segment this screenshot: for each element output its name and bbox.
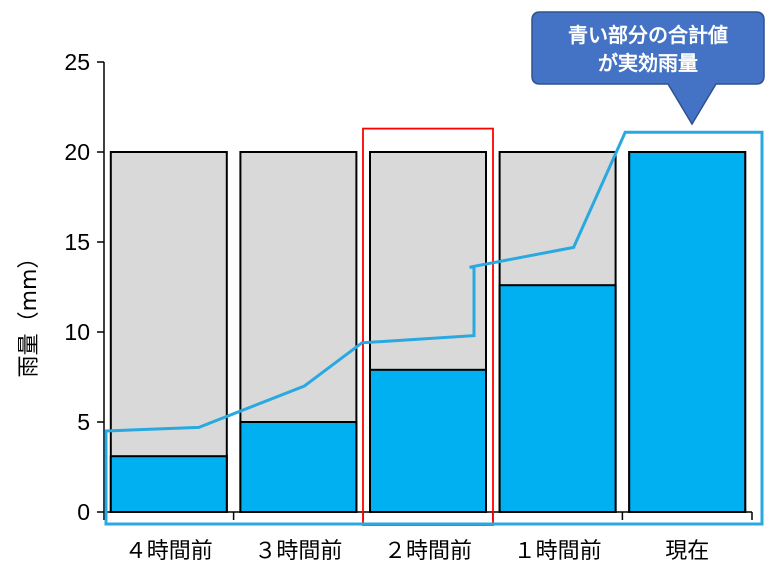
blue-bar [239, 421, 358, 513]
x-category-label: ４時間前 [125, 539, 213, 564]
gray-bar [109, 151, 228, 513]
callout-text-line: 青い部分の合計値 [568, 23, 728, 47]
blue-bar [628, 151, 747, 513]
blue-bars [109, 151, 747, 514]
y-tick-label: 25 [64, 49, 90, 75]
x-category-label: ３時間前 [254, 539, 342, 564]
cumulative-line [104, 130, 764, 526]
blue-bar [498, 284, 617, 514]
x-category-label: １時間前 [514, 539, 602, 564]
x-category-label: 現在 [665, 539, 709, 564]
blue-bar [109, 455, 228, 514]
y-tick-label: 0 [77, 499, 90, 525]
blue-bar [369, 368, 487, 513]
y-tick-label: 15 [64, 229, 90, 255]
callout-text-line: が実効雨量 [598, 51, 698, 75]
x-category-label: ２時間前 [384, 539, 472, 564]
cumulative-line-group [104, 130, 764, 526]
labels: 0 5 10 15 20 25 ４時間前 ３時間前 ２時間前 １時間前 現在 [64, 49, 709, 564]
y-tick-label: 20 [64, 139, 90, 165]
y-axis-title: 雨量（mm） [17, 247, 42, 378]
y-tick-label: 10 [64, 319, 90, 345]
y-tick-label: 5 [77, 409, 90, 435]
callout-bubble [531, 11, 765, 126]
